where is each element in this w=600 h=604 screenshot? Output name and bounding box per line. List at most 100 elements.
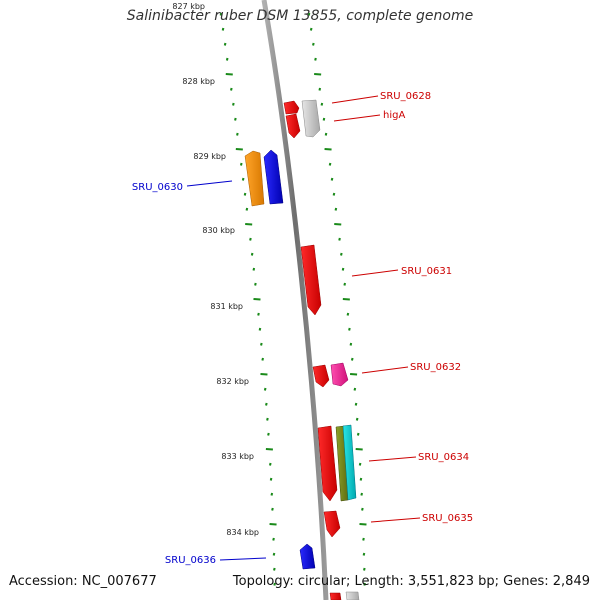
gene-SRU_0635-arrow[interactable] (323, 510, 341, 538)
outer-ring-tick (354, 402, 358, 406)
inner-ring-tick (266, 417, 269, 421)
inner-ring-tick (269, 523, 277, 526)
inner-ring-tick (268, 462, 272, 466)
inner-ring-tick (257, 312, 260, 316)
inner-ring-tick (252, 267, 256, 271)
gene-blue-arrow[interactable] (263, 149, 284, 205)
kbp-label-833: 833 kbp (221, 452, 254, 461)
outer-ring-tick (324, 132, 328, 136)
outer-ring-tick (314, 57, 317, 61)
outer-ring-tick (350, 357, 354, 361)
inner-ring-tick (219, 12, 223, 16)
outer-ring-tick (322, 117, 326, 121)
gene-bottom-red-arrow[interactable] (329, 592, 342, 601)
tick-marks (219, 12, 367, 586)
outer-ring-tick (332, 192, 336, 196)
outer-ring-tick (362, 552, 366, 556)
kbp-label-831: 831 kbp (210, 302, 243, 311)
outer-ring-tick (309, 27, 313, 31)
inner-ring-tick (265, 448, 273, 451)
gene-label-SRU_0631[interactable]: SRU_0631 (401, 266, 452, 277)
inner-ring-tick (273, 582, 276, 586)
outer-ring-tick (334, 207, 338, 211)
inner-ring-tick (239, 162, 243, 166)
outer-ring-tick (328, 162, 332, 166)
gene-labels: SRU_0628 higA SRU_0630 SRU_0631 SRU_0632… (132, 91, 473, 566)
gene-label-SRU_0628[interactable]: SRU_0628 (380, 91, 431, 102)
outer-ring-tick (363, 567, 366, 571)
gene-label-higA[interactable]: higA (383, 110, 405, 121)
leader-SRU_0632 (361, 366, 409, 374)
inner-ring-tick (225, 73, 233, 76)
inner-ring-tick (232, 102, 235, 106)
outer-ring-tick (340, 252, 343, 256)
outer-ring-tick (334, 223, 342, 226)
inner-ring-tick (225, 57, 229, 61)
kbp-label-828: 828 kbp (182, 77, 215, 86)
outer-ring-tick (359, 523, 367, 526)
gene-SRU_0636-arrow[interactable] (299, 543, 316, 570)
gene-bottom-grey-arrow[interactable] (345, 591, 360, 601)
outer-ring-tick (320, 102, 324, 106)
leader-SRU_0630 (186, 180, 233, 187)
inner-ring-tick (221, 27, 225, 31)
inner-ring-tick (250, 252, 254, 256)
inner-ring-tick (241, 177, 245, 181)
gene-label-SRU_0632[interactable]: SRU_0632 (410, 362, 461, 373)
gene-label-SRU_0634[interactable]: SRU_0634 (418, 452, 469, 463)
gene-pink-arrow[interactable] (330, 362, 349, 387)
inner-ring-tick (245, 223, 253, 226)
outer-ring-tick (346, 312, 350, 316)
leader-higA (333, 114, 381, 122)
gene-grey-arrow[interactable] (301, 99, 321, 138)
outer-ring-tick (318, 87, 322, 91)
outer-ring-tick (342, 298, 350, 301)
inner-ring-tick (272, 537, 275, 541)
gene-SRU_0632-arrow[interactable] (312, 364, 330, 388)
outer-ring-tick (355, 417, 359, 421)
kbp-label-829: 829 kbp (193, 152, 226, 161)
inner-ring-tick (261, 357, 264, 361)
outer-ring-tick (355, 448, 363, 451)
inner-ring-tick (258, 327, 262, 331)
outer-ring-tick (343, 282, 347, 286)
kbp-label-834: 834 kbp (226, 528, 259, 537)
gene-label-SRU_0630[interactable]: SRU_0630 (132, 182, 183, 193)
kbp-scale: 827 kbp 828 kbp 829 kbp 830 kbp 831 kbp … (172, 2, 259, 537)
outer-ring-tick (363, 582, 366, 586)
inner-ring-tick (243, 192, 247, 196)
leader-SRU_0631 (351, 269, 399, 277)
outer-ring-tick (360, 492, 364, 496)
inner-ring-tick (236, 132, 239, 136)
genome-backbone (261, 0, 329, 601)
gene-label-SRU_0636[interactable]: SRU_0636 (165, 555, 216, 566)
outer-ring-tick (350, 373, 358, 376)
inner-ring-tick (230, 87, 233, 91)
outer-ring-tick (356, 432, 360, 436)
outer-ring-tick (312, 42, 315, 46)
outer-ring-tick (353, 387, 357, 391)
map-title: Salinibacter ruber DSM 13855, complete g… (126, 8, 474, 24)
accession-text: Accession: NC_007677 (9, 574, 157, 589)
outer-ring-tick (330, 177, 334, 181)
kbp-label-830: 830 kbp (202, 226, 235, 235)
inner-ring-tick (273, 567, 276, 571)
gene-features (244, 99, 360, 601)
outer-ring-tick (359, 477, 363, 481)
outer-ring-tick (349, 342, 353, 346)
gene-SRU_0628-arrow[interactable] (283, 100, 300, 115)
gene-higA-arrow[interactable] (285, 113, 301, 139)
gene-cyan-arrow[interactable] (342, 424, 357, 501)
leader-SRU_0634 (368, 456, 417, 462)
gene-SRU_0631-arrow[interactable] (300, 244, 322, 316)
inner-ring-tick (254, 282, 257, 286)
inner-ring-tick (260, 373, 268, 376)
inner-ring-tick (270, 492, 274, 496)
outer-ring-tick (341, 267, 345, 271)
gene-SRU_0634-arrow[interactable] (317, 425, 338, 502)
outer-ring-tick (361, 507, 364, 511)
gene-label-SRU_0635[interactable]: SRU_0635 (422, 513, 473, 524)
gene-SRU_0630-arrow[interactable] (244, 150, 265, 207)
inner-ring-tick (260, 342, 263, 346)
